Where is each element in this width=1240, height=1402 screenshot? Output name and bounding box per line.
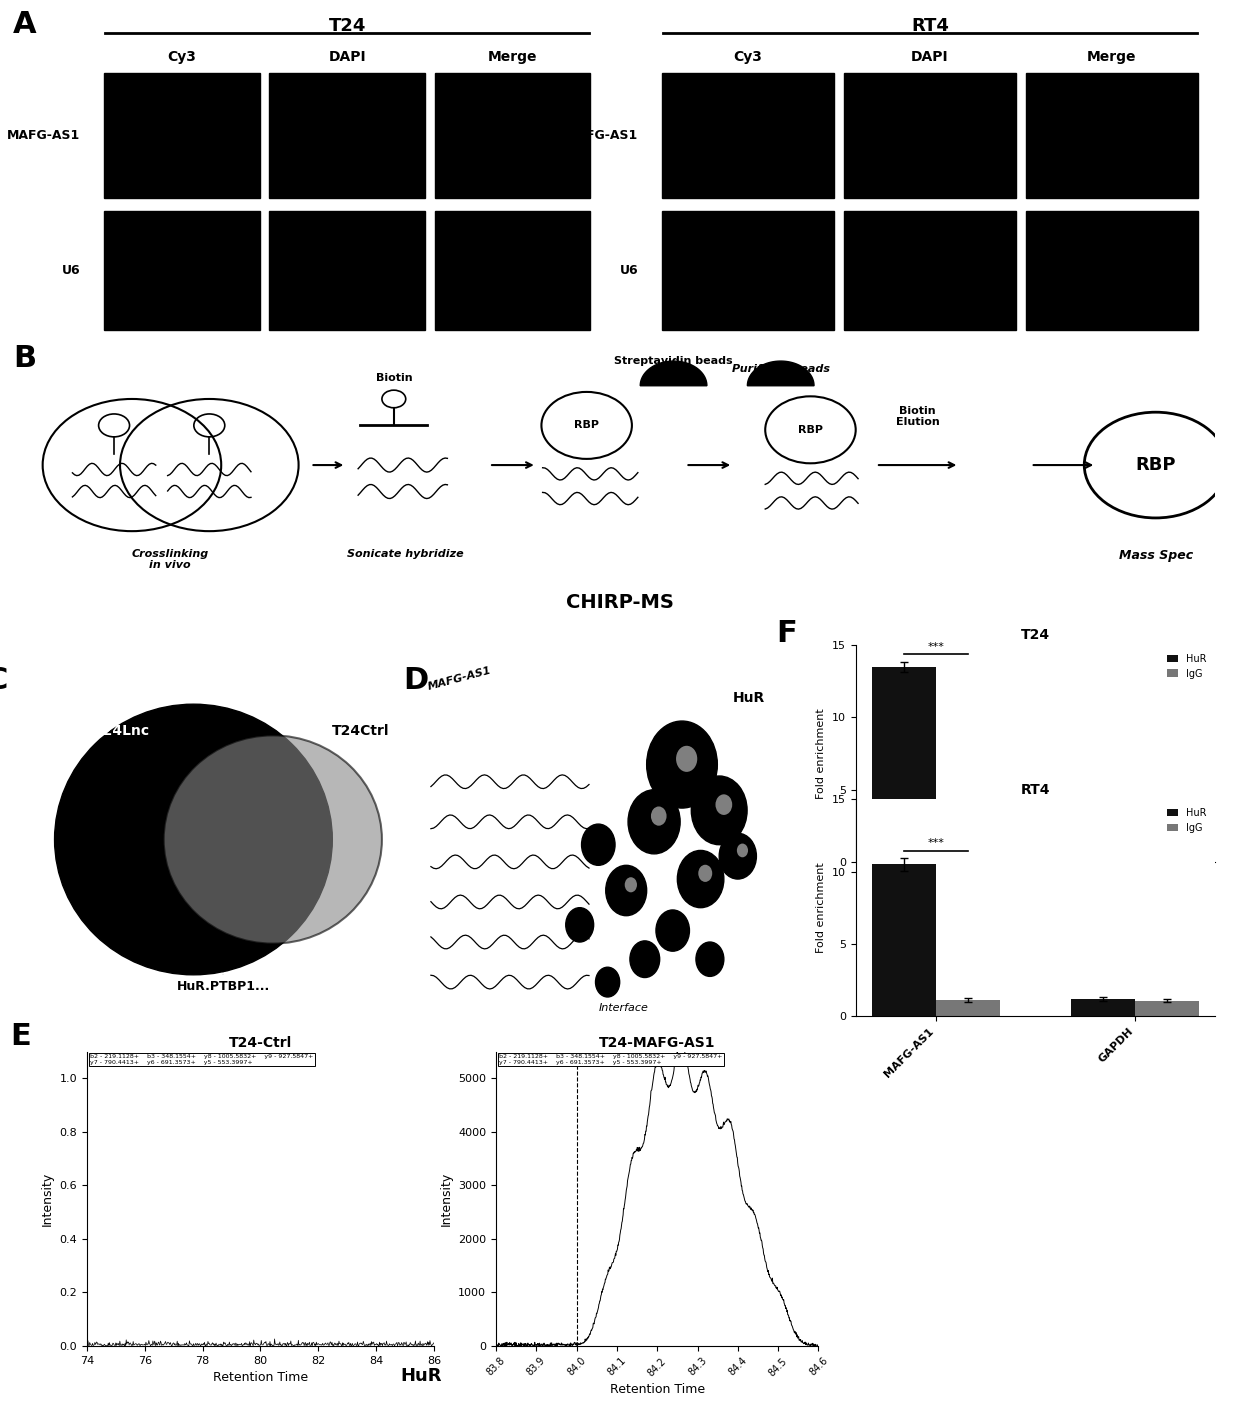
Text: RBP: RBP — [1136, 456, 1176, 474]
Text: Biotin: Biotin — [376, 373, 412, 383]
Text: Cy3: Cy3 — [734, 50, 763, 64]
Text: Crosslinking
in vivo: Crosslinking in vivo — [131, 548, 208, 571]
Text: T24Lnc: T24Lnc — [94, 725, 150, 739]
Title: T24-Ctrl: T24-Ctrl — [228, 1036, 293, 1050]
Text: B: B — [12, 345, 36, 373]
Text: Merge: Merge — [487, 50, 537, 64]
Text: Interface: Interface — [598, 1002, 649, 1012]
Circle shape — [605, 865, 647, 916]
Text: Merge: Merge — [1087, 50, 1137, 64]
Title: T24: T24 — [1021, 628, 1050, 642]
Text: MAFG-AS1: MAFG-AS1 — [7, 129, 81, 142]
X-axis label: Retention Time: Retention Time — [213, 1371, 308, 1384]
Bar — [872, 864, 936, 1016]
Text: T24Ctrl: T24Ctrl — [332, 725, 389, 739]
Bar — [1071, 845, 1135, 862]
Text: DAPI: DAPI — [329, 50, 366, 64]
Text: b2 - 219.1128+    b3 - 348.1554+    y8 - 1005.5832+    y9 - 927.5847+
y7 - 790.4: b2 - 219.1128+ b3 - 348.1554+ y8 - 1005.… — [500, 1054, 723, 1066]
Text: C: C — [0, 666, 7, 695]
Polygon shape — [435, 212, 590, 329]
Circle shape — [698, 865, 712, 882]
Ellipse shape — [55, 704, 332, 974]
Bar — [936, 1000, 999, 1016]
Polygon shape — [269, 73, 425, 198]
Title: T24-MAFG-AS1: T24-MAFG-AS1 — [599, 1036, 715, 1050]
Y-axis label: Intensity: Intensity — [440, 1172, 453, 1225]
Circle shape — [582, 824, 615, 865]
Text: E: E — [10, 1022, 31, 1052]
Text: Mass Spec: Mass Spec — [1118, 548, 1193, 562]
Text: HuR: HuR — [401, 1367, 443, 1385]
Circle shape — [656, 910, 689, 951]
Text: Sonicate hybridize: Sonicate hybridize — [347, 548, 464, 559]
Circle shape — [715, 795, 732, 815]
Bar — [872, 666, 936, 862]
Circle shape — [625, 878, 637, 892]
Text: ***: *** — [928, 838, 944, 848]
Text: U6: U6 — [620, 264, 639, 278]
Text: Purify on beads
and wash: Purify on beads and wash — [732, 363, 830, 386]
X-axis label: Retention Time: Retention Time — [610, 1384, 704, 1396]
Text: ***: *** — [928, 642, 944, 652]
Polygon shape — [844, 212, 1016, 329]
Circle shape — [692, 775, 746, 844]
Circle shape — [676, 746, 697, 773]
Bar — [1135, 1001, 1199, 1016]
Circle shape — [651, 806, 667, 826]
Text: T24: T24 — [329, 17, 366, 35]
Text: Cy3: Cy3 — [167, 50, 196, 64]
Text: Biotin
Elution: Biotin Elution — [895, 405, 940, 428]
Polygon shape — [104, 73, 259, 198]
Text: D: D — [403, 666, 428, 695]
Polygon shape — [269, 212, 425, 329]
Text: Streptavidin beads: Streptavidin beads — [614, 356, 733, 366]
Polygon shape — [1025, 73, 1198, 198]
Text: F: F — [776, 618, 797, 648]
Bar — [1071, 1000, 1135, 1016]
Ellipse shape — [164, 736, 382, 944]
Polygon shape — [748, 362, 813, 386]
Text: HuR.PTBP1...: HuR.PTBP1... — [176, 980, 270, 994]
Polygon shape — [844, 73, 1016, 198]
Text: RBP: RBP — [799, 425, 823, 435]
Text: HuR: HuR — [733, 691, 765, 705]
Text: DAPI: DAPI — [911, 50, 949, 64]
Polygon shape — [662, 212, 835, 329]
Y-axis label: Fold enrichment: Fold enrichment — [816, 708, 826, 799]
Text: CHIRP-MS: CHIRP-MS — [567, 593, 673, 611]
Circle shape — [595, 967, 620, 997]
Polygon shape — [435, 73, 590, 198]
Text: A: A — [12, 10, 36, 39]
Text: b2 - 219.1128+    b3 - 348.1554+    y8 - 1005.5832+    y9 - 927.5847+
y7 - 790.4: b2 - 219.1128+ b3 - 348.1554+ y8 - 1005.… — [91, 1054, 314, 1066]
Circle shape — [677, 851, 724, 907]
Legend: HuR, IgG: HuR, IgG — [1163, 649, 1210, 683]
Y-axis label: Intensity: Intensity — [41, 1172, 53, 1225]
Text: MAFG-AS1: MAFG-AS1 — [427, 666, 492, 693]
Polygon shape — [662, 73, 835, 198]
Text: RBP: RBP — [574, 421, 599, 430]
Circle shape — [737, 844, 748, 857]
Polygon shape — [1025, 212, 1198, 329]
Bar — [1135, 845, 1199, 862]
Title: RT4: RT4 — [1021, 782, 1050, 796]
Text: RT4: RT4 — [911, 17, 949, 35]
Circle shape — [629, 789, 680, 854]
Bar — [936, 847, 999, 862]
Circle shape — [630, 941, 660, 977]
Text: U6: U6 — [62, 264, 81, 278]
Polygon shape — [640, 362, 707, 386]
Polygon shape — [104, 212, 259, 329]
Legend: HuR, IgG: HuR, IgG — [1163, 803, 1210, 837]
Circle shape — [565, 907, 594, 942]
Y-axis label: Fold enrichment: Fold enrichment — [816, 862, 826, 953]
Circle shape — [696, 942, 724, 976]
Text: MAFG-AS1: MAFG-AS1 — [565, 129, 639, 142]
Circle shape — [647, 721, 717, 808]
Circle shape — [719, 833, 756, 879]
